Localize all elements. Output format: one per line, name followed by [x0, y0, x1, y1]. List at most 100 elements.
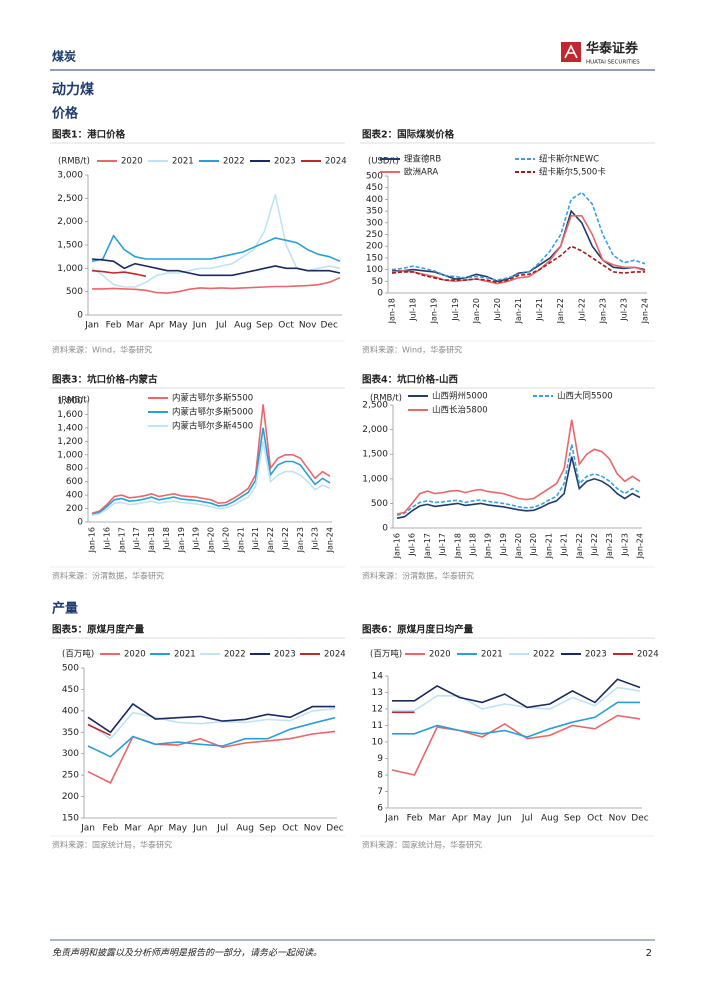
x-tick-label: Nov — [304, 824, 322, 834]
y-tick-label: 500 — [66, 287, 83, 297]
y-tick-label: 2,000 — [362, 425, 388, 435]
series-line — [91, 404, 331, 515]
x-tick-label: Jul-20 — [221, 527, 230, 551]
x-tick-label: Jan-22 — [556, 298, 565, 324]
x-tick-label: Jan-20 — [207, 527, 216, 553]
y-tick-label: 14 — [372, 672, 384, 682]
y-tick-label: 350 — [366, 207, 383, 217]
y-tick-label: 200 — [66, 504, 83, 514]
y-unit: (USD/t) — [368, 157, 399, 167]
y-tick-label: 250 — [366, 230, 383, 240]
x-tick-label: Nov — [299, 321, 317, 331]
legend-label: 欧洲ARA — [404, 167, 438, 178]
y-tick-label: 0 — [77, 518, 83, 528]
y-tick-label: 1,000 — [57, 264, 83, 274]
x-tick-label: Jul-16 — [408, 533, 417, 557]
series-line — [392, 678, 641, 709]
y-tick-label: 13 — [372, 688, 383, 698]
y-tick-label: 200 — [62, 792, 79, 802]
x-tick-label: Jan-22 — [266, 527, 275, 553]
x-tick-label: Apr — [148, 824, 164, 834]
x-tick-label: Jan-16 — [88, 527, 97, 553]
x-tick-label: Aug — [234, 321, 252, 331]
legend-label: 2021 — [481, 650, 503, 660]
x-tick-label: Mar — [127, 321, 144, 331]
y-tick-label: 500 — [62, 664, 79, 674]
y-tick-label: 1,500 — [362, 450, 388, 460]
x-tick-label: Jan-21 — [544, 533, 553, 559]
y-tick-label: 1,200 — [57, 437, 83, 447]
brand-en: HUATAI SECURITIES — [586, 60, 640, 66]
y-tick-label: 300 — [366, 218, 383, 228]
legend-label: 2022 — [223, 157, 245, 167]
x-tick-label: Sep — [564, 814, 581, 824]
x-tick-label: Jun — [497, 814, 512, 824]
heading: 动力煤 — [52, 81, 95, 98]
series-line — [392, 209, 646, 283]
y-tick-label: 1,800 — [57, 397, 83, 407]
x-tick-label: Jan-18 — [388, 298, 397, 324]
x-tick-label: Dec — [631, 814, 648, 824]
subheading: 价格 — [52, 106, 79, 122]
series-line — [91, 427, 331, 516]
x-tick-label: Jul-22 — [281, 527, 290, 551]
x-tick-label: Jan-17 — [117, 527, 126, 553]
legend-label: 纽卡斯尔NEWC — [539, 154, 599, 165]
y-tick-label: 6 — [377, 804, 383, 814]
x-tick-label: Jan-24 — [326, 527, 335, 553]
series-line — [87, 730, 336, 784]
legend-label: 2022 — [533, 650, 555, 660]
source: 资料来源：Wind，华泰研究 — [52, 345, 152, 355]
y-tick-label: 400 — [366, 195, 383, 205]
series-line — [391, 714, 641, 776]
x-tick-label: Jan-22 — [575, 533, 584, 559]
page-number: 2 — [646, 948, 652, 959]
legend-label: 山西大同5500 — [557, 391, 613, 402]
series-line — [91, 269, 147, 278]
legend-label: 2021 — [172, 157, 194, 167]
legend-label: 2023 — [274, 157, 296, 167]
y-tick-label: 450 — [62, 685, 79, 695]
y-tick-label: 0 — [77, 311, 83, 321]
x-tick-label: Jul — [216, 824, 228, 834]
chart-title: 图表2：国际煤炭价格 — [362, 129, 455, 141]
x-tick-label: Jan-21 — [514, 298, 523, 324]
series-line — [87, 702, 335, 734]
legend-label: 内蒙古鄂尔多斯4500 — [172, 421, 253, 432]
y-tick-label: 300 — [62, 749, 79, 759]
y-tick-label: 2,500 — [57, 194, 83, 204]
series-line — [396, 456, 641, 519]
series-line — [396, 444, 641, 516]
source: 资料来源：Wind，华泰研究 — [362, 345, 462, 355]
y-tick-label: 12 — [372, 705, 383, 715]
x-tick-label: Feb — [106, 321, 122, 331]
legend-label: 山西长治5800 — [432, 405, 488, 416]
x-tick-label: Jul-23 — [619, 298, 628, 322]
x-tick-label: Jul-19 — [499, 533, 508, 557]
y-tick-label: 400 — [62, 706, 79, 716]
x-tick-label: Jan-19 — [430, 298, 439, 324]
source: 资料来源：国家统计局，华泰研究 — [52, 840, 172, 850]
chart-title: 图表3：坑口价格-内蒙古 — [52, 374, 158, 386]
y-tick-label: 800 — [66, 464, 83, 474]
legend-label: 内蒙古鄂尔多斯5000 — [172, 407, 253, 418]
series-line — [396, 419, 641, 515]
y-tick-label: 100 — [366, 265, 383, 275]
y-tick-label: 450 — [366, 183, 383, 193]
x-tick-label: Jul-22 — [590, 533, 599, 557]
brand: 华泰证券 — [586, 41, 639, 57]
x-tick-label: Jan-18 — [453, 533, 462, 559]
x-tick-label: Jan-17 — [423, 533, 432, 559]
x-tick-label: Dec — [326, 824, 343, 834]
x-tick-label: Jan-19 — [177, 527, 186, 553]
series-line — [91, 258, 341, 277]
x-tick-label: Jan — [84, 321, 99, 331]
x-tick-label: Jan-18 — [147, 527, 156, 553]
legend-label: 2023 — [585, 650, 607, 660]
y-tick-label: 8 — [377, 771, 383, 781]
x-tick-label: Aug — [236, 824, 254, 834]
x-tick-label: Jul — [215, 321, 227, 331]
series-line — [391, 215, 646, 285]
x-tick-label: Jul-17 — [132, 527, 141, 551]
x-tick-label: Jul-21 — [535, 298, 544, 322]
